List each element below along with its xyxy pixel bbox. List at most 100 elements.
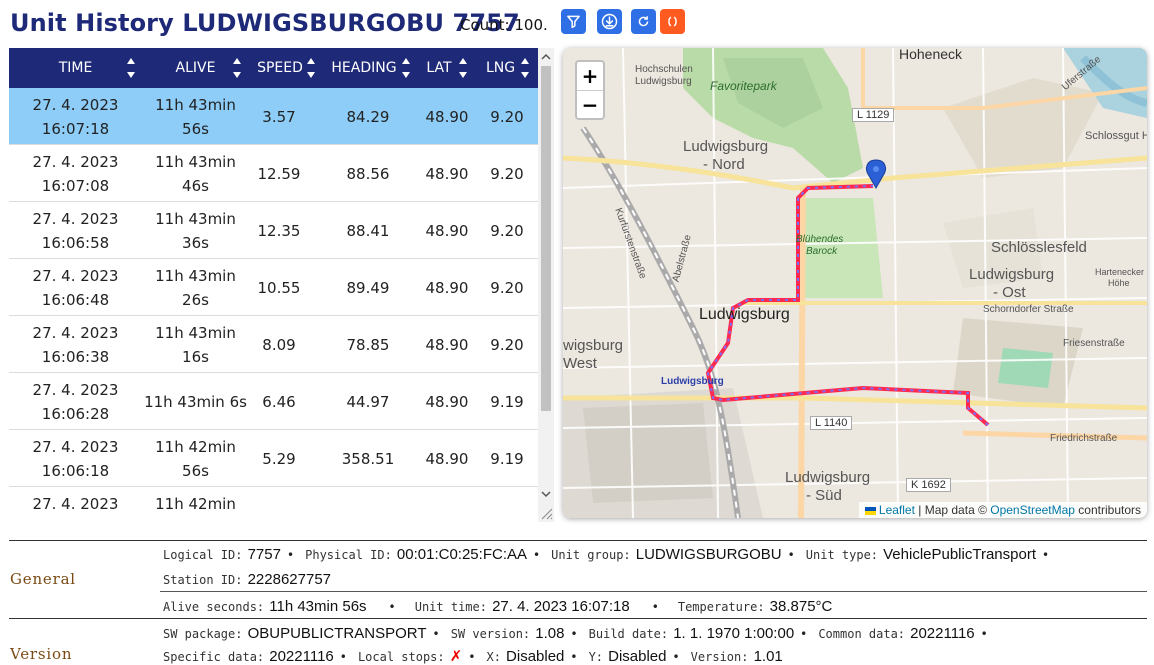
zoom-control: + − — [575, 60, 605, 120]
general-line-2: Station ID: 2228627757 — [163, 571, 332, 588]
column-header-lng[interactable]: LNG — [475, 48, 538, 88]
history-table: TIME ALIVE SPEED HEADING LAT LNG 27. 4. … — [9, 48, 554, 522]
cell-time: 27. 4. 2023 16:06:28 — [32, 380, 119, 423]
column-header-label: HEADING — [331, 60, 397, 76]
sort-icon — [459, 58, 467, 78]
sw-package-value: OBUPUBLICTRANSPORT — [247, 625, 427, 642]
zoom-in-button[interactable]: + — [577, 62, 603, 91]
sw-version-value: 1.08 — [535, 625, 565, 642]
scroll-up-icon[interactable] — [541, 51, 551, 63]
table-row[interactable]: 27. 4. 2023 16:06:38 11h 43min 16s 8.09 78… — [9, 316, 538, 373]
unit-type-value: VehiclePublicTransport — [883, 546, 1036, 563]
version-line-1: SW package: OBUPUBLICTRANSPORT • SW versi… — [163, 625, 988, 642]
map-label: Ludwigsburg — [635, 76, 692, 87]
cell-time: 27. 4. 2023 16:06:58 — [32, 209, 119, 252]
cell-heading: 44.97 — [346, 392, 390, 411]
cell-heading: 358.51 — [341, 449, 395, 468]
table-header: TIME ALIVE SPEED HEADING LAT LNG — [9, 48, 538, 88]
table-row[interactable]: 27. 4. 2023 16:06:58 11h 43min 36s 12.35 8… — [9, 202, 538, 259]
section-divider-light — [160, 591, 1147, 592]
column-header-lat[interactable]: LAT — [415, 48, 475, 88]
scrollbar-thumb[interactable] — [541, 66, 551, 411]
temperature-value: 38.875°C — [769, 598, 833, 615]
map-attribution: Leaflet | Map data © OpenStreetMap contr… — [858, 502, 1147, 518]
attribution-suffix: contributors — [1074, 503, 1141, 517]
cell-lat: 48.90 — [425, 221, 469, 240]
table-row[interactable]: 27. 4. 2023 16:06:28 11h 43min 6s 6.46 44… — [9, 373, 538, 430]
cell-heading: 357.50 — [321, 500, 415, 523]
section-divider — [9, 540, 1147, 541]
refresh-button[interactable] — [631, 9, 656, 34]
cell-lat: 48.90 — [425, 392, 469, 411]
download-button[interactable] — [597, 9, 622, 34]
map-label: Ludwigsburg — [661, 376, 724, 387]
column-header-speed[interactable]: SPEED — [249, 48, 321, 88]
map-label: K 1692 — [906, 478, 951, 492]
cell-alive: 11h 43min 16s — [155, 323, 236, 366]
cell-heading: 89.49 — [346, 278, 390, 297]
filter-button[interactable] — [561, 9, 586, 34]
cell-speed: 8.09 — [262, 335, 296, 354]
map-label: West — [563, 355, 597, 372]
map-label: Blühendes — [796, 234, 844, 245]
leaflet-link[interactable]: Leaflet — [878, 503, 915, 517]
table-scrollbar[interactable] — [538, 48, 554, 522]
map-label: Schlossgut H — [1085, 130, 1147, 142]
page-title: Unit History LUDWIGSBURGOBU 7757 — [10, 9, 520, 37]
map-label: L 1140 — [810, 416, 853, 430]
refresh-icon — [638, 16, 649, 27]
alive-seconds-value: 11h 43min 56s — [269, 598, 367, 615]
map-label: Ludwigsburg — [969, 266, 1055, 283]
unit-group-value: LUDWIGSBURGOBU — [635, 546, 782, 563]
map-label: Friesenstraße — [1063, 338, 1125, 349]
physical-id-value: 00:01:C0:25:FC:AA — [396, 546, 527, 563]
route-map[interactable]: Hoheneck Hochschulen Ludwigsburg Favorit… — [563, 48, 1147, 518]
map-label: Hoheneck — [899, 48, 963, 62]
map-label: L 1129 — [852, 108, 895, 122]
location-marker-icon — [866, 159, 886, 190]
cell-lng: 9.20 — [490, 107, 524, 126]
column-header-time[interactable]: TIME — [9, 48, 142, 88]
table-row[interactable]: 27. 4. 2023 16:07:08 11h 43min 46s 12.59 8… — [9, 145, 538, 202]
map-label: - Ost — [993, 284, 1026, 301]
cell-time: 27. 4. 2023 16:06:38 — [32, 323, 119, 366]
map-label: Favoritepark — [710, 79, 777, 93]
cell-speed: 6.46 — [262, 392, 296, 411]
cell-alive: 11h 42min 56s — [155, 437, 236, 480]
map-label: - Nord — [703, 156, 745, 173]
code-icon — [668, 16, 677, 27]
table-row[interactable]: 27. 4. 2023 16:06:18 11h 42min 56s 5.29 35… — [9, 430, 538, 487]
cell-alive: 11h 43min 46s — [155, 152, 236, 195]
code-button[interactable] — [660, 9, 685, 34]
table-row[interactable]: 27. 4. 2023 11h 42min 0.81 357.50 48.90 … — [9, 487, 538, 522]
cell-time: 27. 4. 2023 16:07:08 — [32, 152, 119, 195]
column-header-heading[interactable]: HEADING — [321, 48, 415, 88]
osm-link[interactable]: OpenStreetMap — [990, 503, 1075, 517]
map-label: Höhe — [1108, 278, 1130, 288]
download-icon — [601, 13, 618, 30]
scroll-down-icon[interactable] — [541, 488, 551, 500]
map-label: wigsburg — [563, 337, 624, 354]
general-line-3: Alive seconds: 11h 43min 56s • Unit time:… — [163, 598, 833, 615]
resize-grip-icon[interactable] — [539, 506, 553, 520]
column-header-label: ALIVE — [175, 60, 216, 76]
map-label: Schorndorfer Straße — [983, 304, 1074, 315]
cell-alive: 11h 43min 6s — [144, 392, 247, 411]
zoom-out-button[interactable]: − — [581, 93, 599, 117]
filter-icon — [567, 15, 580, 29]
cell-time: 27. 4. 2023 — [32, 495, 119, 513]
cell-lng: 9.19 — [475, 500, 538, 523]
cell-alive: 11h 43min 26s — [155, 266, 236, 309]
cell-heading: 88.56 — [346, 164, 390, 183]
table-row[interactable]: 27. 4. 2023 16:07:18 11h 43min 56s 3.57 84… — [9, 88, 538, 145]
map-label: Schlösslesfeld — [991, 239, 1087, 256]
table-row[interactable]: 27. 4. 2023 16:06:48 11h 43min 26s 10.55 8… — [9, 259, 538, 316]
map-label: Ludwigsburg — [785, 469, 871, 486]
map-label: Friedrichstraße — [1050, 433, 1118, 444]
column-header-alive[interactable]: ALIVE — [142, 48, 249, 88]
cell-lng: 9.20 — [490, 164, 524, 183]
section-divider — [9, 618, 1147, 619]
map-label: Hartenecker — [1095, 267, 1145, 277]
cell-lng: 9.20 — [490, 221, 524, 240]
section-label-version: Version — [10, 645, 73, 663]
